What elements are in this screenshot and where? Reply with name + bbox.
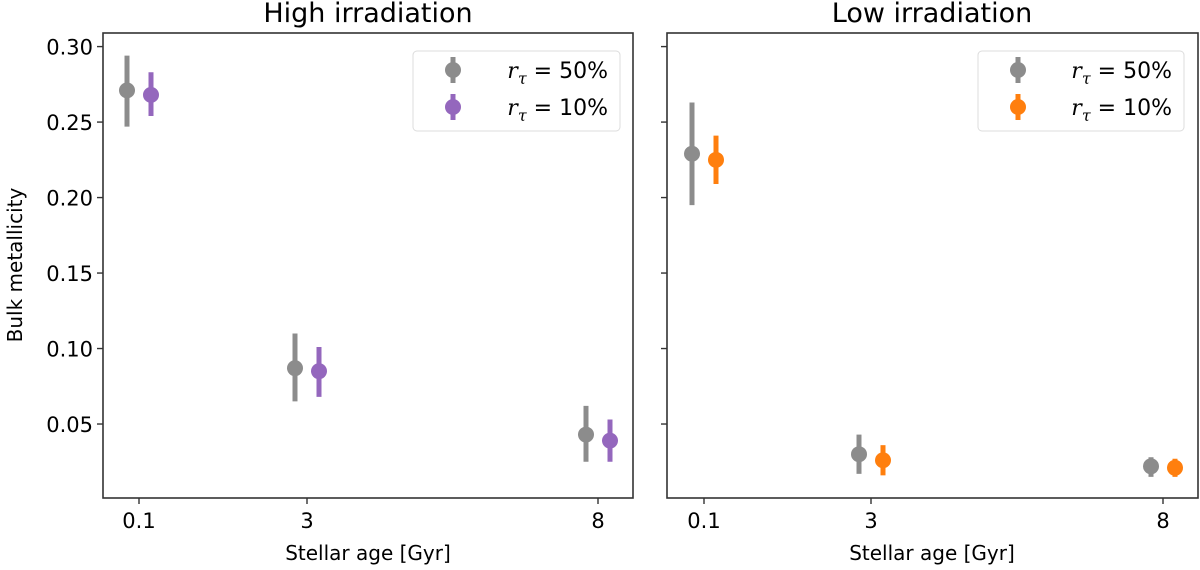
y-tick-label: 0.15 [46,262,93,286]
legend-marker-point [1010,99,1026,115]
plot-marks [119,55,618,462]
legend-marker-point [445,99,461,115]
legend-label: rτ = 50% [507,59,608,88]
legend-label: rτ = 50% [1071,59,1172,88]
legend-marker-point [1010,62,1026,78]
x-axis-label: Stellar age [Gyr] [285,541,451,565]
x-tick-label: 8 [591,509,604,533]
panel-low-irradiation: Low irradiation Stellar age [Gyr] 0.1 3 8 … [661,0,1199,565]
x-tick-label: 8 [1156,509,1169,533]
data-point [851,446,867,463]
x-tick-label: 0.1 [122,509,155,533]
axes-frame [666,32,1199,499]
data-point [578,426,594,443]
x-tick-label: 3 [864,509,877,533]
data-point [708,151,724,168]
axes-frame [102,32,634,499]
x-tick-label: 3 [300,509,313,533]
data-point [684,145,700,162]
plot-marks [684,102,1183,477]
legend: rτ = 50% rτ = 10% [977,50,1185,132]
legend-marker-point [445,62,461,78]
legend-label: rτ = 10% [1071,96,1172,125]
x-axis-label: Stellar age [Gyr] [849,541,1015,565]
x-ticks: 0.1 3 8 [687,498,1170,533]
data-point [602,432,618,449]
panel-title: High irradiation [263,0,472,29]
data-point [1167,459,1183,476]
x-tick-label: 0.1 [687,509,720,533]
legend-box [412,50,621,132]
legend-label: rτ = 10% [507,96,608,125]
data-point [143,86,159,103]
panel-high-irradiation: High irradiation Stellar age [Gyr] Bulk … [3,0,634,565]
x-ticks: 0.1 3 8 [122,498,605,533]
y-tick-label: 0.30 [46,36,93,60]
y-ticks [661,45,667,425]
y-axis-label: Bulk metallicity [3,188,27,343]
data-point [119,82,135,99]
legend: rτ = 50% rτ = 10% [412,50,621,132]
data-point [287,360,303,377]
y-tick-label: 0.25 [46,111,93,135]
y-tick-label: 0.20 [46,187,93,211]
data-point [1143,458,1159,475]
legend-box [977,50,1185,132]
data-point [875,452,891,469]
y-tick-label: 0.10 [46,338,93,362]
y-tick-label: 0.05 [46,413,93,437]
data-point [311,363,327,380]
panel-title: Low irradiation [832,0,1032,29]
y-ticks: 0.05 0.10 0.15 0.20 0.25 0.30 [46,36,103,437]
